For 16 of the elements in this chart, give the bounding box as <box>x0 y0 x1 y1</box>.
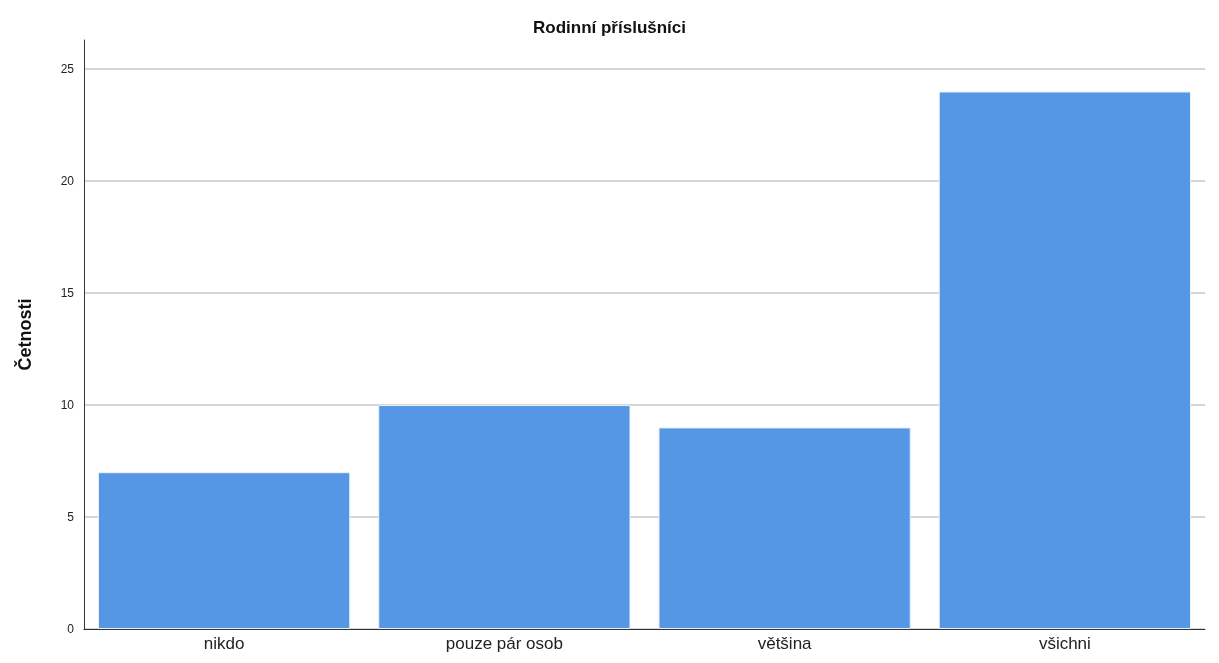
y-tick-label: 15 <box>60 286 75 301</box>
x-tick-label: pouze pár osob <box>445 634 563 653</box>
y-tick-label: 5 <box>67 510 75 525</box>
bar <box>938 91 1191 629</box>
y-tick-label: 10 <box>60 398 75 413</box>
bar <box>98 472 351 629</box>
chart-title: Rodinní příslušníci <box>532 18 687 37</box>
x-tick-label: většina <box>757 634 813 653</box>
bar <box>658 427 911 629</box>
y-tick-label: 0 <box>67 622 75 636</box>
x-tick-label: nikdo <box>203 634 245 653</box>
y-axis-title: Četnosti <box>14 298 35 371</box>
y-tick-label: 25 <box>60 62 75 77</box>
x-tick-label: všichni <box>1038 634 1091 653</box>
y-tick-label: 20 <box>60 174 75 189</box>
bar <box>378 405 631 629</box>
